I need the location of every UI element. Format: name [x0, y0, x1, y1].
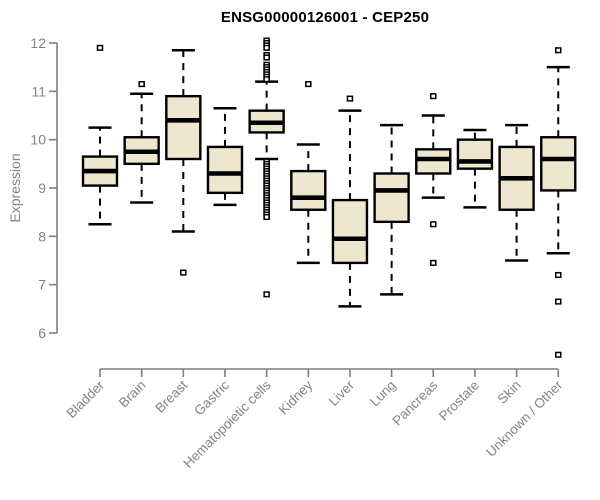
outlier-hematopoietic-cells	[263, 54, 270, 61]
box-prostate	[456, 138, 494, 170]
x-tick-label-breast: Breast	[152, 377, 190, 415]
outlier-pancreas	[430, 93, 437, 100]
x-tick-label-gastric: Gastric	[191, 377, 232, 418]
y-tick-label: 8	[38, 228, 46, 244]
outlier-unknown-other	[555, 298, 562, 305]
outlier-bladder	[96, 44, 104, 51]
outlier-brain	[138, 81, 145, 88]
x-tick-label-unknown-other: Unknown / Other	[483, 377, 566, 460]
x-tick-label-prostate: Prostate	[436, 378, 482, 424]
outlier-hematopoietic-cells	[263, 213, 270, 221]
box-liver	[331, 198, 369, 265]
y-tick-label: 10	[30, 132, 46, 148]
outlier-breast	[180, 269, 187, 276]
outlier-hematopoietic-cells	[263, 291, 270, 298]
outlier-pancreas	[430, 259, 437, 266]
box-unknown-other	[540, 136, 577, 192]
chart-title: ENSG00000126001 - CEP250	[220, 9, 430, 26]
x-tick-label-kidney: Kidney	[276, 377, 316, 417]
x-tick-label-brain: Brain	[116, 378, 149, 411]
box-pancreas	[415, 148, 452, 175]
outlier-kidney	[305, 81, 312, 88]
outlier-unknown-other	[555, 271, 562, 279]
x-tick-label-pancreas: Pancreas	[389, 377, 440, 428]
y-tick-label: 11	[31, 83, 46, 99]
outlier-liver	[346, 95, 354, 102]
x-tick-label-bladder: Bladder	[64, 377, 108, 421]
y-tick-label: 12	[30, 35, 46, 51]
x-tick-label-skin: Skin	[495, 378, 524, 407]
outlier-unknown-other	[555, 351, 562, 358]
box-kidney	[290, 169, 327, 211]
x-tick-label-liver: Liver	[326, 377, 358, 409]
box-gastric	[206, 145, 244, 195]
outlier-pancreas	[430, 221, 437, 228]
outlier-hematopoietic-cells	[263, 44, 270, 51]
x-tick-label-lung: Lung	[367, 378, 399, 410]
outlier-unknown-other	[555, 47, 562, 54]
box-breast	[165, 94, 202, 161]
y-tick-label: 7	[38, 277, 46, 293]
y-tick-label: 9	[38, 180, 46, 196]
box-lung	[373, 172, 410, 224]
outlier-hematopoietic-cells	[263, 76, 270, 83]
y-tick-label: 6	[38, 325, 46, 341]
